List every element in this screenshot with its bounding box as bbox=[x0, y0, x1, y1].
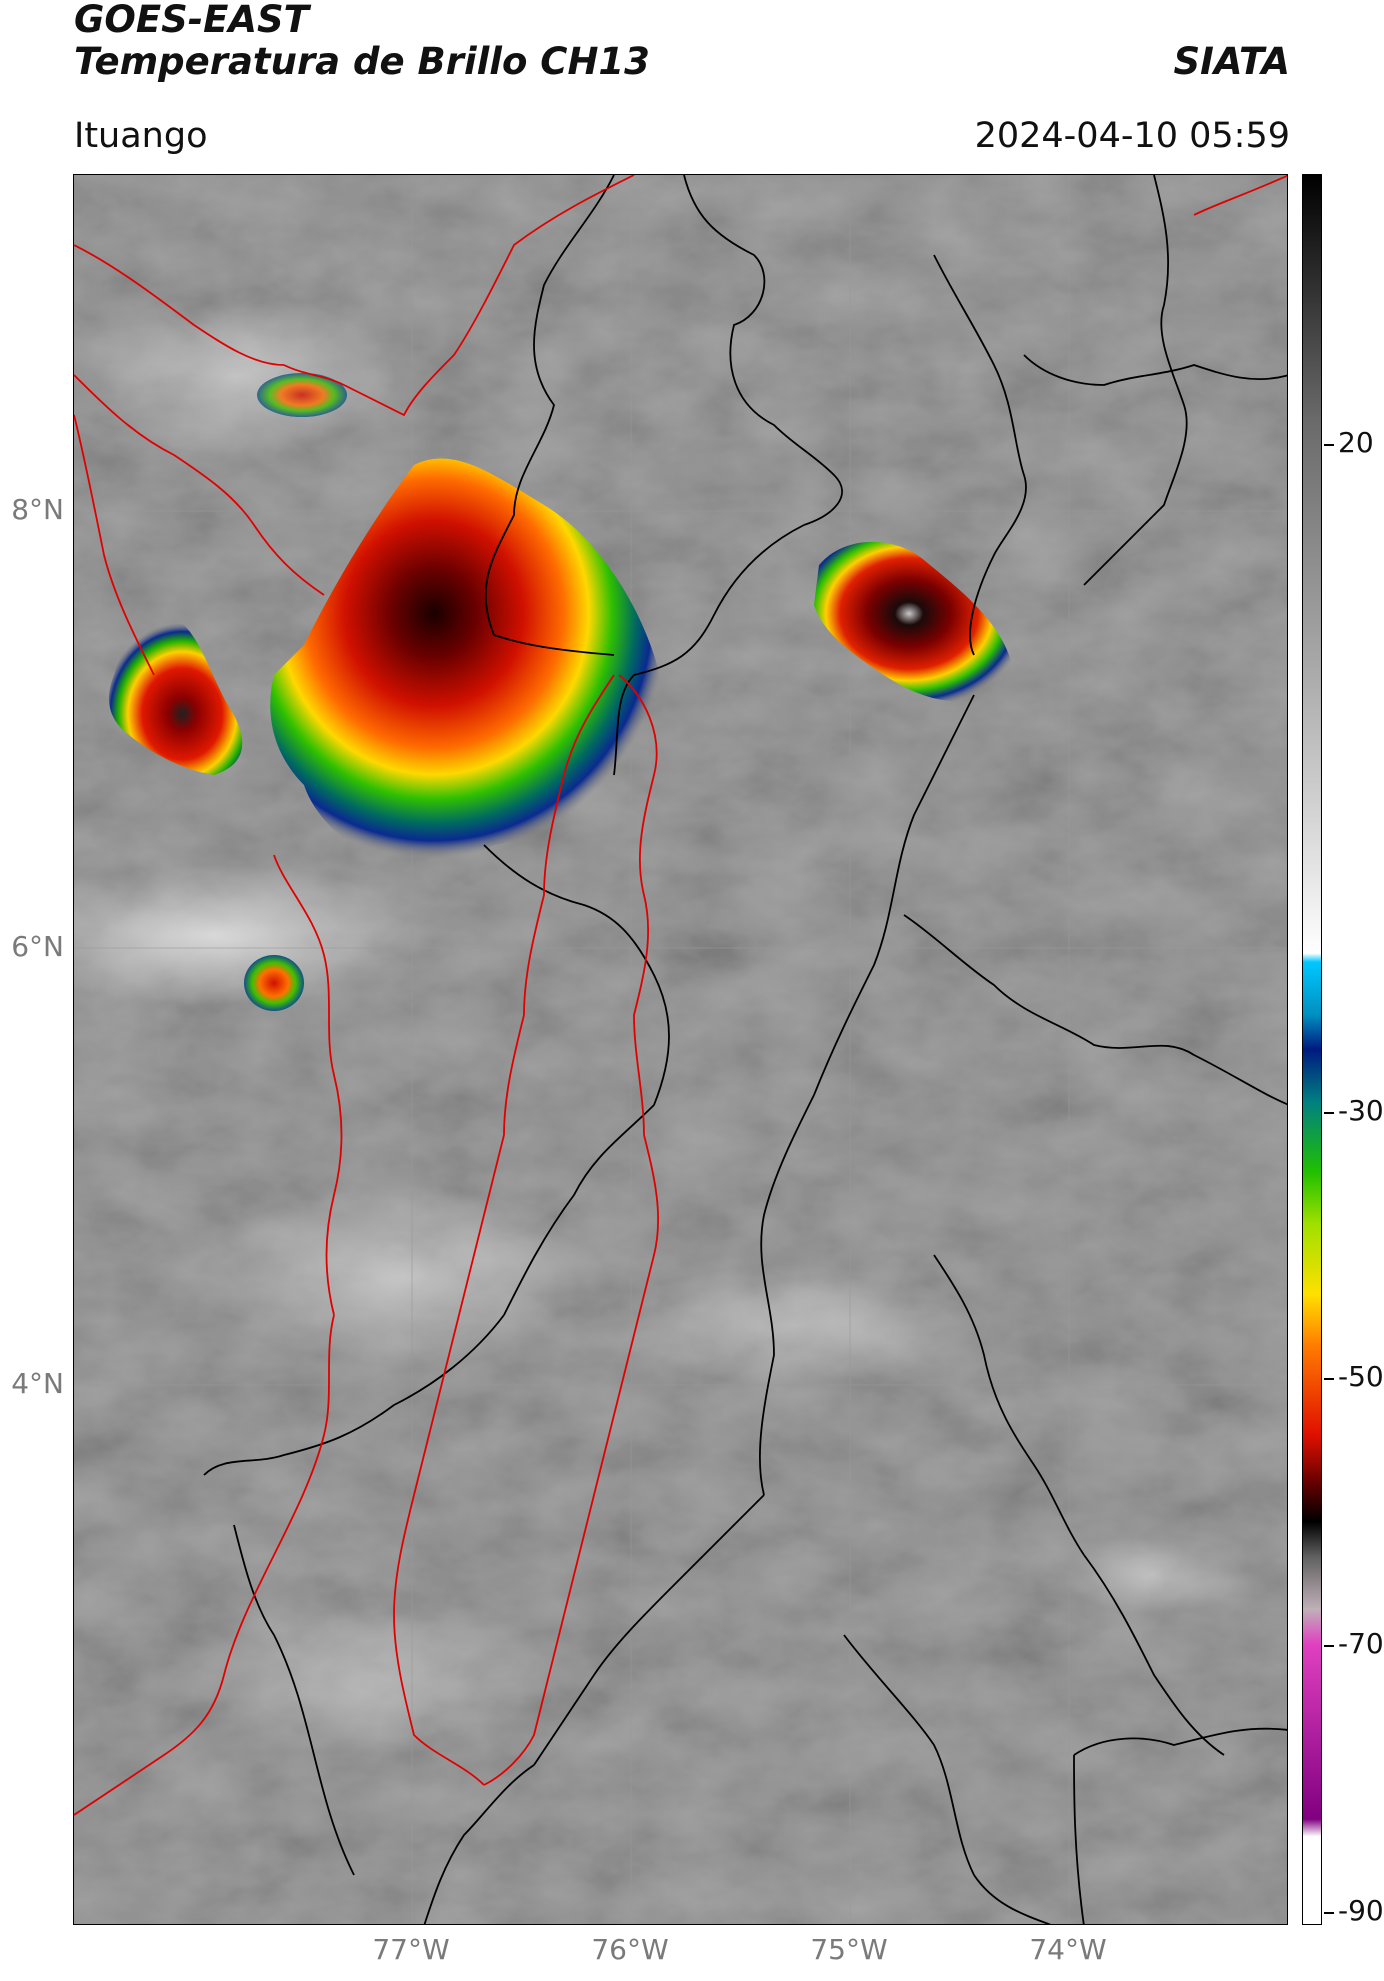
colorbar-tick bbox=[1324, 1645, 1334, 1647]
satellite-map-svg bbox=[74, 175, 1287, 1924]
location-label: Ituango bbox=[74, 116, 208, 156]
cloud-band bbox=[204, 1185, 604, 1365]
lat-label-6n: 6°N bbox=[11, 930, 64, 963]
colorbar-label-minus50: -50 bbox=[1338, 1360, 1384, 1393]
colorbar-label-minus70: -70 bbox=[1338, 1627, 1384, 1660]
colorbar bbox=[1302, 174, 1322, 1925]
map-subtitle: Temperatura de Brillo CH13 bbox=[74, 40, 650, 83]
cloud-band bbox=[614, 1265, 974, 1385]
lon-label-75w: 75°W bbox=[810, 1933, 888, 1966]
storm-cell-north bbox=[257, 373, 347, 417]
lon-label-76w: 76°W bbox=[591, 1933, 669, 1966]
lon-label-74w: 74°W bbox=[1029, 1933, 1107, 1966]
colorbar-label-minus30: -30 bbox=[1338, 1094, 1384, 1127]
map-title: GOES-EAST bbox=[74, 0, 309, 41]
cloud-band bbox=[1064, 1535, 1244, 1615]
colorbar-tick bbox=[1324, 1378, 1334, 1380]
coastlines bbox=[74, 175, 1287, 1816]
colorbar-label-minus90: -90 bbox=[1338, 1894, 1384, 1927]
cloud-band bbox=[194, 1595, 554, 1755]
brand-label: SIATA bbox=[1173, 40, 1290, 83]
cloud-band bbox=[74, 295, 394, 455]
storm-cell-main bbox=[270, 458, 661, 866]
colorbar-tick bbox=[1324, 1112, 1334, 1114]
colorbar-tick bbox=[1324, 444, 1334, 446]
storm-cell-west bbox=[109, 622, 243, 775]
colorbar-tick bbox=[1324, 1912, 1334, 1914]
colorbar-label-20: 20 bbox=[1338, 426, 1374, 459]
lat-label-8n: 8°N bbox=[11, 493, 64, 526]
lat-label-4n: 4°N bbox=[11, 1367, 64, 1400]
department-borders bbox=[203, 175, 1287, 1924]
storm-cell-east bbox=[814, 541, 1013, 702]
storm-cell-small bbox=[244, 955, 304, 1011]
lon-label-77w: 77°W bbox=[372, 1933, 450, 1966]
satellite-map bbox=[73, 174, 1288, 1925]
cloud-band bbox=[74, 865, 434, 1005]
graticule bbox=[74, 175, 1287, 1924]
timestamp-label: 2024-04-10 05:59 bbox=[974, 116, 1290, 156]
